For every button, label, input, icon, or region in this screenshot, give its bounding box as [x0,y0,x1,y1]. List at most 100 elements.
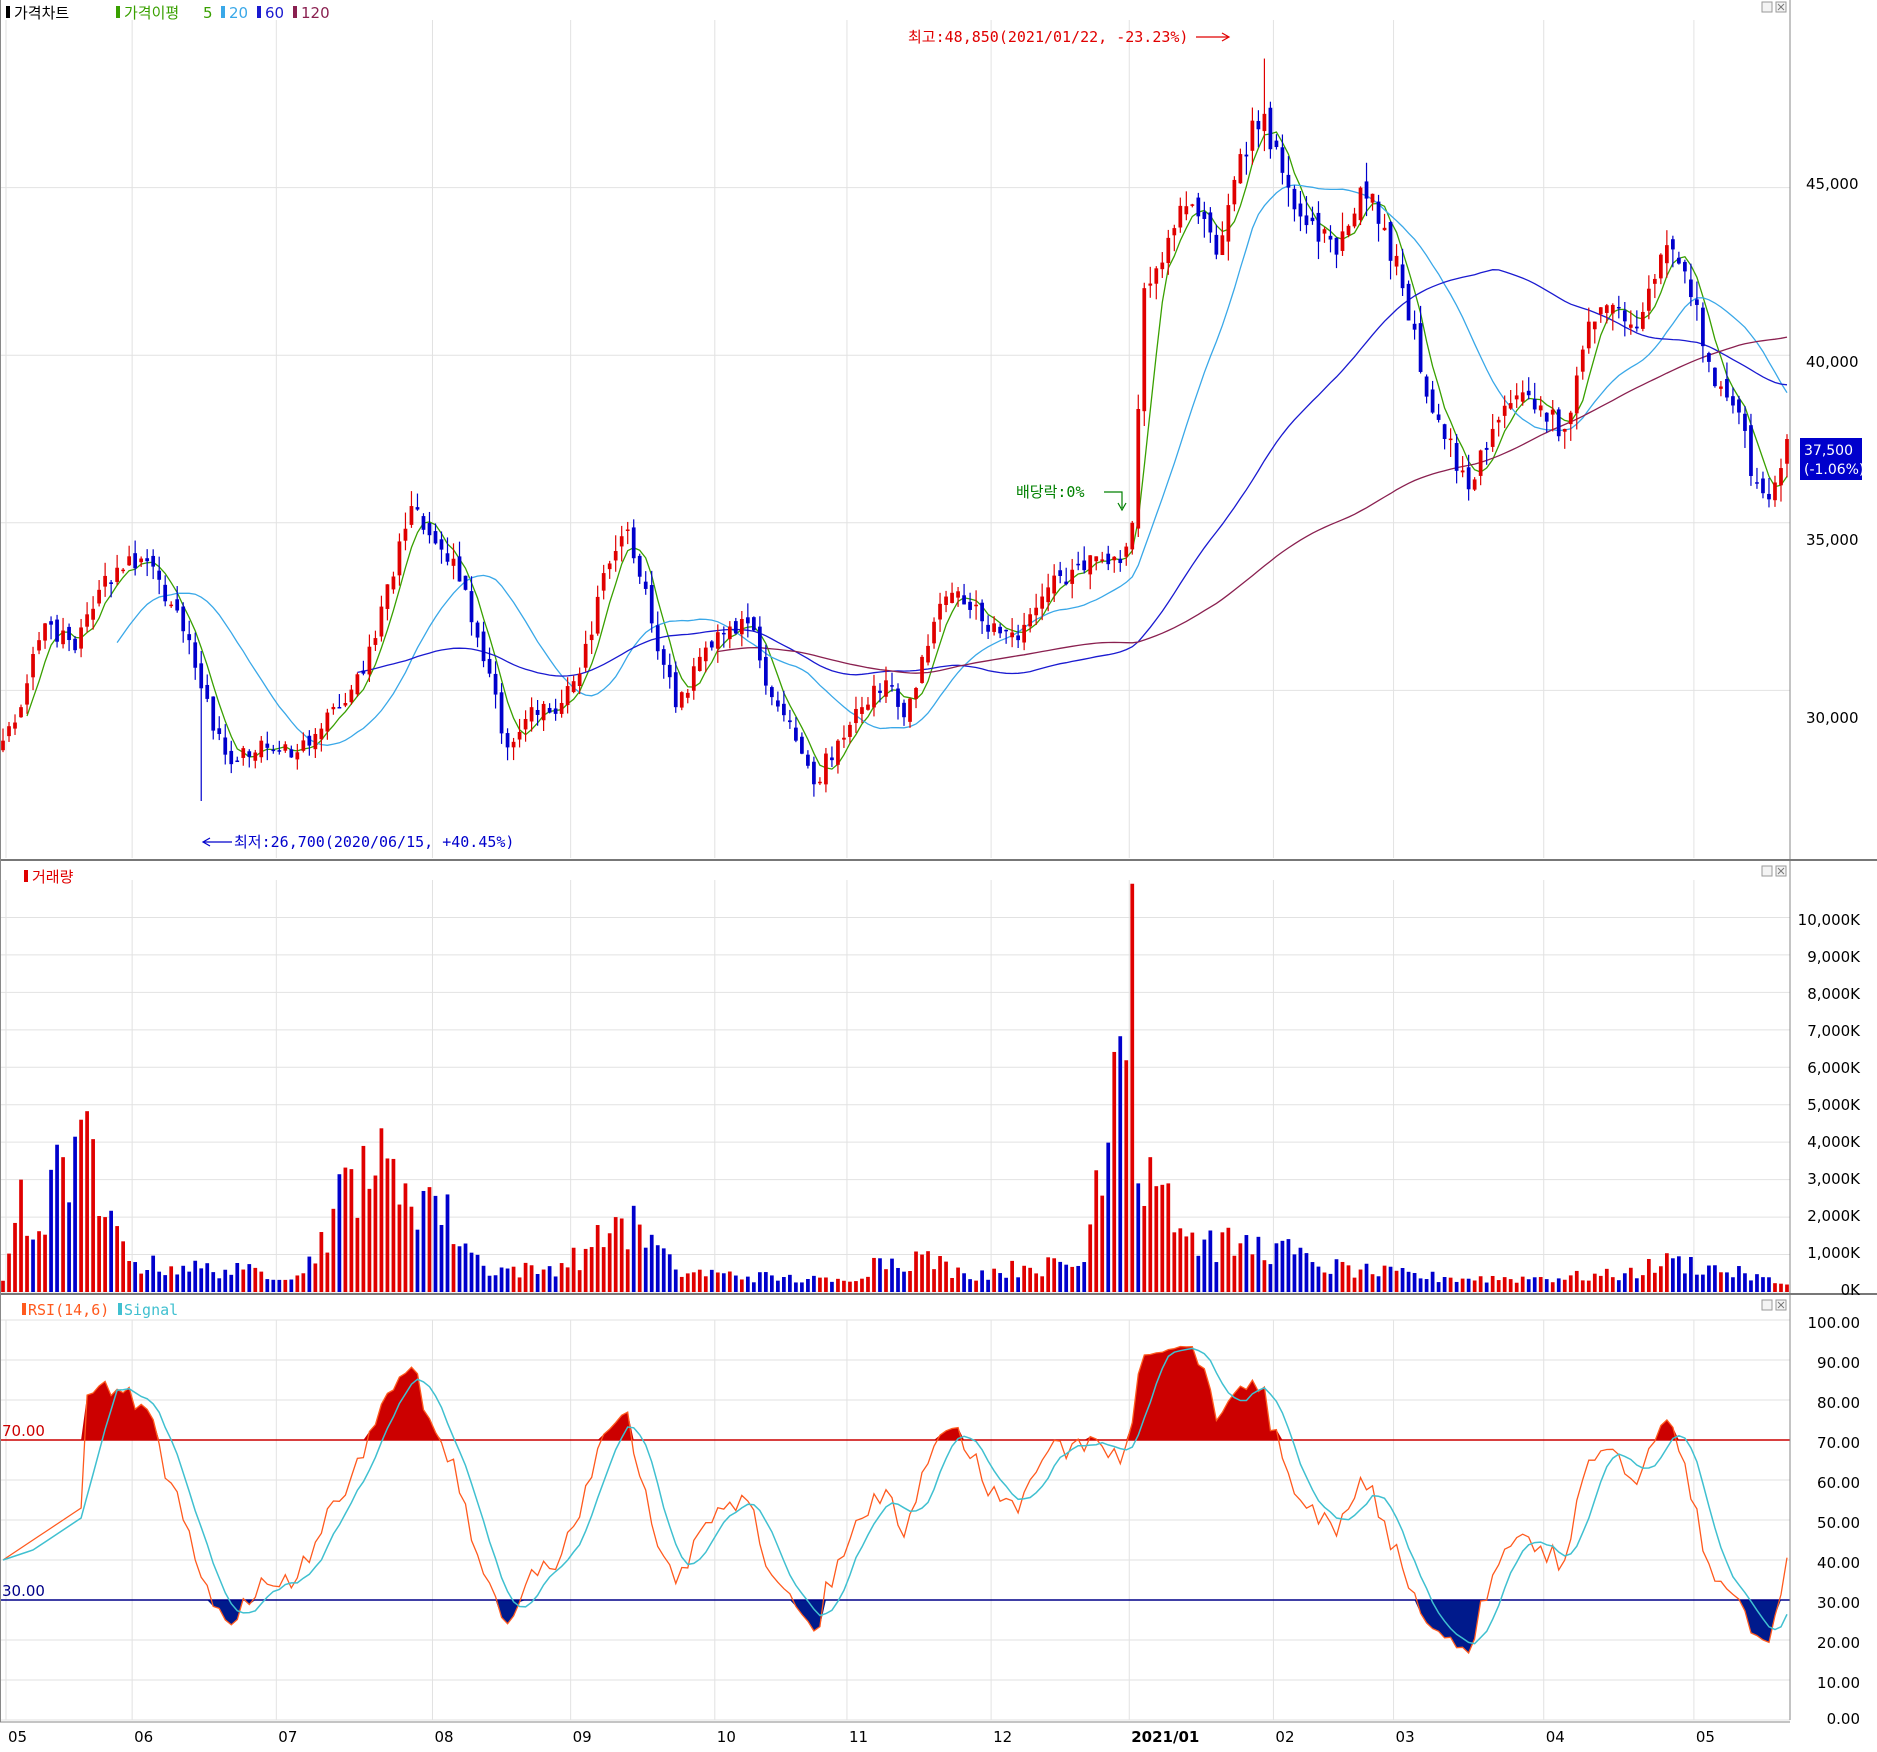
volume-bar [91,1139,95,1292]
price-pane-buttons[interactable] [1761,1,1787,13]
candle [1022,612,1027,651]
current-price-badge: 37,500 (-1.06%) [1800,438,1864,480]
candle [739,610,744,647]
candle-body [607,563,612,570]
volume-bar [1316,1266,1321,1292]
candle [751,616,756,632]
volume-bar [1532,1277,1537,1292]
volume-bar [1526,1279,1531,1292]
candle [944,590,948,613]
candle [559,689,564,718]
candle [1725,362,1729,402]
candle [1652,274,1657,299]
candle [1454,434,1459,484]
candle [1460,456,1465,478]
candle-body [751,617,756,631]
candle [433,523,438,545]
volume-bar [457,1246,462,1292]
candle [385,584,390,621]
candle-body [1112,556,1117,561]
volume-bar [127,1261,132,1292]
candle-body [445,553,450,562]
candle-body [1665,245,1669,264]
minimize-icon[interactable] [1761,865,1773,877]
candle [1148,266,1153,298]
candle [67,623,71,652]
candle-body [661,649,666,665]
candle [169,601,174,608]
volume-bar [367,1188,372,1292]
arrow-left-icon [201,837,211,847]
candle [1743,406,1747,448]
volume-bar [691,1272,696,1292]
volume-bar [37,1231,41,1292]
candle-body [1178,205,1183,228]
candle-body [1238,154,1243,184]
ma120-legend: 120 [301,4,330,22]
candle [1466,454,1471,501]
candle [139,556,144,567]
candle-body [1172,228,1177,236]
candle [1196,192,1201,224]
arrow-right-icon [1221,32,1231,42]
candle-body [559,702,564,714]
volume-pane-buttons[interactable] [1761,865,1787,877]
volume-bar [223,1269,228,1292]
volume-bar [1478,1276,1483,1292]
candle-body [745,617,750,624]
candle-body [337,706,342,709]
candle-body [241,748,246,758]
candle-body [583,643,588,668]
candle [1731,387,1735,414]
price-y-tick: 45,000 [1806,175,1859,193]
candle [343,692,348,708]
candle [992,616,996,636]
candle-body [1136,408,1141,529]
candle [265,731,270,761]
volume-bar [1406,1271,1411,1292]
volume-bar [1388,1266,1393,1292]
candle [313,728,318,758]
candle-body [1725,378,1729,398]
volume-bar [475,1254,480,1292]
candle-body [794,727,798,741]
rsi-y-tick: 60.00 [1817,1474,1860,1492]
minimize-icon[interactable] [1761,1,1773,13]
candle-body [800,736,804,754]
volume-bar [1460,1278,1465,1292]
candle [595,585,600,636]
candle [1556,407,1561,442]
volume-bar [1701,1274,1705,1292]
candle [1124,542,1129,566]
volume-bar [968,1279,972,1292]
candle [830,746,834,768]
candle [625,521,630,545]
candle [1580,345,1585,380]
minimize-icon[interactable] [1761,1299,1773,1311]
rsi-pane-buttons[interactable] [1761,1299,1787,1311]
volume-bar [794,1282,798,1292]
candle-body [1442,424,1447,439]
volume-bar [1400,1268,1405,1292]
candle-body [986,624,990,632]
volume-bar [1,1280,5,1292]
candle-body [890,685,894,687]
candle-body [1184,206,1189,215]
candle-body [229,750,234,765]
candle-body [1346,225,1351,236]
candle-body [127,556,132,566]
candle-body [932,621,936,644]
candle-body [1004,629,1008,632]
price-y-axis: 45,000 40,000 35,000 30,000 [1806,175,1859,727]
candle [1262,58,1267,152]
candle [1,728,5,753]
candle-body [1562,428,1567,432]
volume-bar [571,1247,576,1292]
candle-body [535,709,540,715]
candle-body [151,555,156,567]
candle-body [1274,140,1279,148]
candle-body [1400,264,1405,289]
x-axis-label: 2021/01 [1131,1728,1199,1746]
volume-bar [1689,1257,1693,1292]
